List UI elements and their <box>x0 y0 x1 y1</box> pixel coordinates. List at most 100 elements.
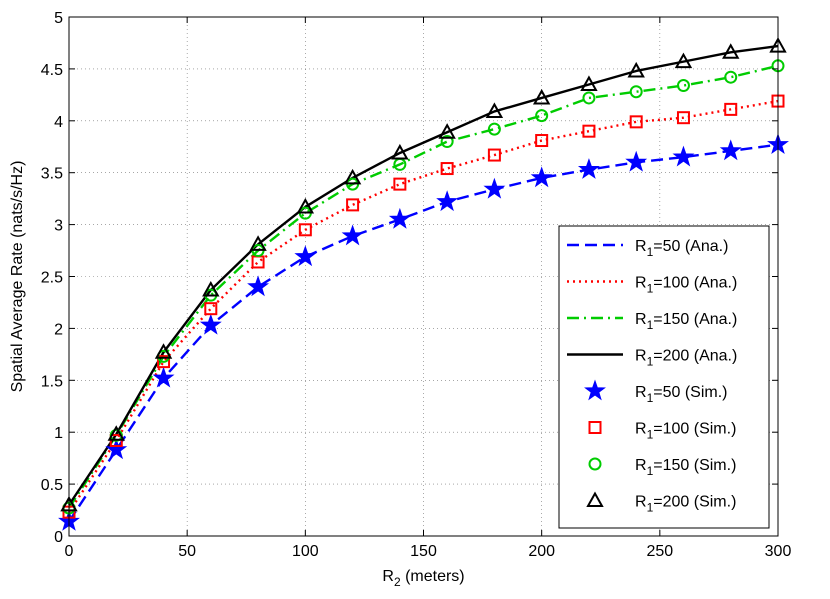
legend-item: R1=200 (Sim.) <box>586 491 736 515</box>
legend-label-rest: =100 (Sim.) <box>653 421 736 438</box>
legend-label-main: R <box>635 238 647 255</box>
series-marker <box>157 355 171 369</box>
legend-label: R1=200 (Ana.) <box>635 348 737 369</box>
x-tick-label: 50 <box>178 543 196 560</box>
series-marker <box>487 122 501 136</box>
series-marker <box>346 198 360 212</box>
legend-item: R1=200 (Ana.) <box>567 348 737 369</box>
legend-label-subscript: 1 <box>647 282 654 296</box>
y-tick-label: 4 <box>54 114 63 131</box>
series-marker <box>719 139 742 161</box>
series-1 <box>67 143 779 523</box>
series-marker <box>724 70 738 84</box>
series-marker <box>483 177 506 199</box>
series-marker <box>247 275 270 297</box>
x-axis-label: R2 (meters) <box>382 568 464 589</box>
legend-item: R1=100 (Ana.) <box>567 275 737 296</box>
series-marker <box>532 88 551 105</box>
legend-item: R1=50 (Ana.) <box>567 238 728 259</box>
series-marker <box>438 123 456 139</box>
series-marker <box>105 438 128 460</box>
y-axis-label: Spatial Average Rate (nats/s/Hz) <box>9 161 26 393</box>
series-marker <box>440 162 454 176</box>
series-marker <box>388 207 411 229</box>
series-line <box>67 64 779 509</box>
series-marker <box>582 91 596 105</box>
legend-label-main: R <box>635 421 647 438</box>
series-marker <box>535 134 549 148</box>
series-marker <box>341 224 364 246</box>
legend-label-rest: =50 (Sim.) <box>653 384 727 401</box>
series-marker <box>298 223 312 237</box>
series-marker <box>535 109 549 123</box>
legend-swatch-marker <box>586 491 604 507</box>
legend-label-main: R <box>635 348 647 365</box>
series-marker <box>152 366 175 388</box>
series-marker <box>625 150 648 172</box>
series-line <box>67 143 779 523</box>
legend-box <box>558 225 770 529</box>
legend-label-main: R <box>635 494 647 511</box>
series-marker <box>391 143 409 160</box>
series-marker <box>674 52 693 69</box>
legend-label: R1=100 (Sim.) <box>635 421 736 442</box>
series-marker <box>393 177 407 191</box>
y-tick-label: 0.5 <box>41 477 63 494</box>
legend-label-main: R <box>635 457 647 474</box>
legend-swatch-marker <box>588 457 602 471</box>
series-marker <box>107 425 125 441</box>
legend-label-subscript: 1 <box>647 428 654 442</box>
axis-ticks: 0 50 100 150 200 250 300 0 0.5 1 1.5 2 2.5 3 3.5 4 4.5 5 <box>41 10 792 560</box>
series-marker <box>724 102 738 116</box>
legend-item: R1=100 (Sim.) <box>588 421 736 442</box>
x-tick-label: 150 <box>410 543 437 560</box>
series-marker <box>204 302 218 316</box>
legend-label-main: R <box>635 384 647 401</box>
legend-label: R1=50 (Sim.) <box>635 384 728 405</box>
series-marker <box>582 124 596 138</box>
legend-label-rest: =100 (Ana.) <box>653 275 737 292</box>
y-tick-label: 3 <box>54 218 63 235</box>
series-marker <box>577 158 600 179</box>
series-marker <box>249 235 267 251</box>
legend-label-rest: =200 (Ana.) <box>653 348 737 365</box>
legend-swatch-marker <box>584 379 606 401</box>
x-tick-label: 300 <box>765 543 792 560</box>
series-marker <box>722 43 740 59</box>
series-marker <box>676 111 690 125</box>
series-marker <box>343 168 362 185</box>
series-marker <box>440 135 454 149</box>
x-tick-label: 100 <box>292 543 319 560</box>
legend-label-subscript: 1 <box>647 464 654 478</box>
legend-label-subscript: 1 <box>647 318 654 332</box>
y-tick-label: 0 <box>54 529 63 546</box>
series-marker <box>485 102 504 118</box>
y-tick-label: 4.5 <box>41 62 63 79</box>
series-marker <box>487 148 501 162</box>
series-4 <box>68 44 779 506</box>
x-axis-label-main: R <box>382 568 394 585</box>
y-tick-label: 3.5 <box>41 166 63 183</box>
series-marker <box>436 190 459 212</box>
series-marker <box>202 280 220 297</box>
series-marker <box>154 343 173 359</box>
legend: R1=50 (Ana.)R1=100 (Ana.)R1=150 (Ana.)R1… <box>558 225 770 529</box>
series-marker <box>629 115 643 129</box>
series-5 <box>58 133 789 531</box>
y-tick-label: 1.5 <box>41 373 63 390</box>
legend-item: R1=50 (Sim.) <box>584 379 728 405</box>
legend-label-subscript: 1 <box>647 245 654 259</box>
series-marker <box>580 75 598 91</box>
x-tick-label: 0 <box>65 543 74 560</box>
x-axis-label-rest: (meters) <box>401 568 465 585</box>
series-3 <box>67 64 779 509</box>
x-tick-label: 250 <box>646 543 673 560</box>
series-line <box>68 44 779 506</box>
x-axis-label-subscript: 2 <box>394 575 401 589</box>
legend-label-main: R <box>635 311 647 328</box>
legend-item: R1=150 (Ana.) <box>567 311 737 332</box>
series-marker <box>294 245 317 267</box>
legend-label: R1=150 (Ana.) <box>635 311 737 332</box>
legend-label-rest: =50 (Ana.) <box>653 238 728 255</box>
